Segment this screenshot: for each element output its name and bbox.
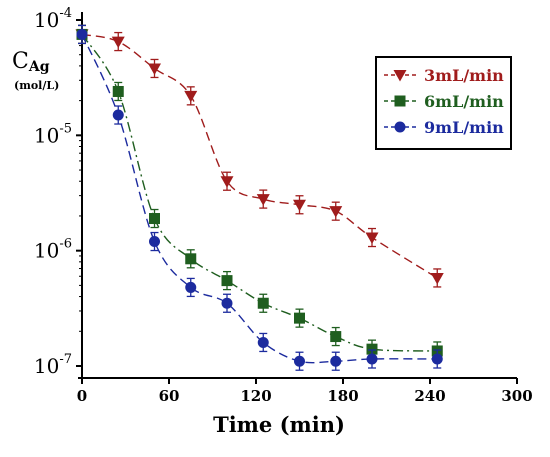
data-point-triangle	[220, 176, 234, 188]
y-tick-label: 10-4	[34, 6, 72, 32]
series-line	[81, 34, 438, 352]
data-point-triangle	[329, 206, 343, 218]
legend: 3mL/min 6mL/min 9mL/min	[375, 56, 512, 150]
legend-label: 9mL/min	[424, 118, 504, 137]
data-point-square	[112, 85, 124, 97]
data-point-triangle	[365, 232, 379, 245]
data-point-circle	[112, 109, 124, 121]
y-tick-label: 10-7	[34, 352, 72, 378]
x-tick-label: 120	[240, 387, 271, 405]
data-point-triangle	[393, 70, 407, 82]
data-point-circle	[149, 236, 160, 248]
x-tick-label: 60	[159, 387, 180, 405]
x-tick-label: 240	[414, 387, 445, 405]
series-group	[75, 24, 444, 288]
data-point-circle	[366, 353, 378, 365]
data-point-circle	[76, 28, 88, 40]
data-point-triangle	[111, 36, 125, 49]
x-tick-label: 180	[327, 387, 358, 405]
data-point-square	[149, 213, 160, 225]
x-tick-label: 300	[501, 387, 532, 405]
data-point-circle	[394, 121, 406, 133]
data-point-circle	[221, 297, 233, 309]
y-tick-label: 10-6	[34, 237, 72, 263]
data-point-square	[257, 297, 269, 309]
series-line	[81, 34, 438, 364]
data-point-circle	[431, 353, 443, 365]
data-point-triangle	[293, 199, 306, 212]
data-point-square	[221, 275, 233, 287]
data-point-square	[330, 331, 342, 343]
series-line	[81, 33, 438, 279]
data-point-triangle	[148, 63, 161, 75]
series-group	[76, 24, 443, 371]
data-point-square	[294, 312, 305, 324]
data-point-square	[366, 343, 378, 355]
series-layer	[75, 24, 444, 371]
legend-label: 6mL/min	[424, 92, 504, 111]
y-axis-unit: (mol/L)	[14, 79, 59, 92]
data-point-triangle	[256, 194, 270, 206]
axes: 0 60 120 180 240 300 10-4 10-5 10-6 10-7	[34, 6, 533, 405]
y-tick-label: 10-5	[34, 121, 72, 147]
x-tick-label: 0	[77, 387, 87, 405]
data-point-triangle	[430, 272, 444, 285]
x-axis-label: Time (min)	[213, 412, 345, 437]
data-point-circle	[294, 355, 305, 367]
y-axis-label-main: C	[12, 49, 29, 74]
y-axis-label-sub: Ag	[28, 59, 50, 75]
legend-label: 3mL/min	[424, 66, 504, 85]
data-point-square	[394, 95, 406, 107]
data-point-square	[185, 253, 197, 265]
data-point-circle	[185, 281, 197, 293]
data-point-circle	[330, 355, 342, 367]
data-point-circle	[257, 336, 269, 348]
y-axis-label: CAg	[12, 49, 50, 75]
data-point-triangle	[184, 90, 198, 103]
